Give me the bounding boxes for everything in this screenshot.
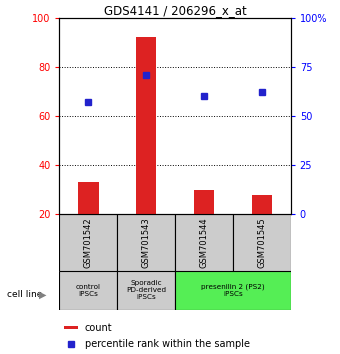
Text: GSM701543: GSM701543	[142, 217, 151, 268]
Bar	[64, 326, 78, 330]
FancyBboxPatch shape	[175, 271, 291, 310]
Text: Sporadic
PD-derived
iPSCs: Sporadic PD-derived iPSCs	[126, 280, 166, 300]
Text: control
IPSCs: control IPSCs	[76, 284, 101, 297]
Text: count: count	[85, 322, 113, 332]
Bar	[136, 37, 156, 214]
Text: presenilin 2 (PS2)
iPSCs: presenilin 2 (PS2) iPSCs	[201, 284, 265, 297]
FancyBboxPatch shape	[117, 271, 175, 310]
Title: GDS4141 / 206296_x_at: GDS4141 / 206296_x_at	[104, 4, 246, 17]
FancyBboxPatch shape	[117, 214, 175, 271]
FancyBboxPatch shape	[233, 214, 291, 271]
Text: ▶: ▶	[39, 290, 47, 299]
Text: percentile rank within the sample: percentile rank within the sample	[85, 339, 250, 349]
Text: GSM701542: GSM701542	[84, 217, 93, 268]
Text: GSM701544: GSM701544	[200, 217, 208, 268]
FancyBboxPatch shape	[59, 271, 117, 310]
FancyBboxPatch shape	[175, 214, 233, 271]
FancyBboxPatch shape	[59, 214, 117, 271]
Text: cell line: cell line	[7, 290, 42, 299]
Text: GSM701545: GSM701545	[257, 217, 266, 268]
Bar	[194, 190, 214, 214]
Bar	[252, 195, 272, 214]
Bar	[78, 182, 99, 214]
